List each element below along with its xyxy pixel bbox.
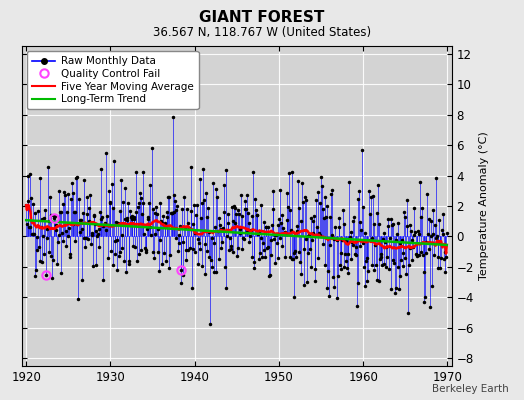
Text: Berkeley Earth: Berkeley Earth [432, 384, 508, 394]
Y-axis label: Temperature Anomaly (°C): Temperature Anomaly (°C) [479, 132, 489, 280]
Legend: Raw Monthly Data, Quality Control Fail, Five Year Moving Average, Long-Term Tren: Raw Monthly Data, Quality Control Fail, … [27, 51, 199, 110]
Text: GIANT FOREST: GIANT FOREST [199, 10, 325, 25]
Text: 36.567 N, 118.767 W (United States): 36.567 N, 118.767 W (United States) [153, 26, 371, 39]
